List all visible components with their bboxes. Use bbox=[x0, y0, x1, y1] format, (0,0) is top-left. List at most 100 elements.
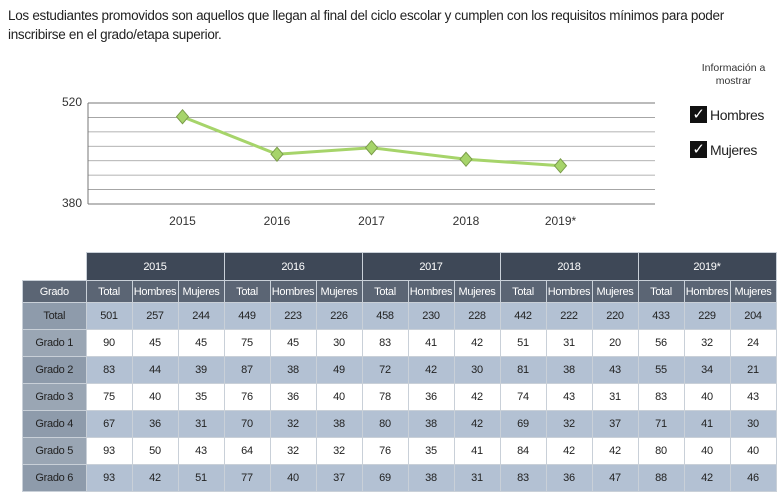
data-table: 2015 2016 2017 2018 2019* Grado Total Hombres Mu… bbox=[22, 252, 777, 492]
cell: 45 bbox=[131, 329, 179, 357]
table-row: Grado 5 93 50 43 64 32 32 76 35 41 84 42 42 80 40 40 bbox=[22, 437, 777, 465]
cell: 35 bbox=[177, 383, 225, 411]
cell: 38 bbox=[407, 464, 455, 492]
cell: 80 bbox=[637, 437, 685, 465]
column-header: Hombres bbox=[407, 280, 455, 303]
cell: 49 bbox=[315, 356, 363, 384]
column-header: Hombres bbox=[683, 280, 731, 303]
cell: 93 bbox=[85, 437, 133, 465]
table-row: Total 501 257 244 449 223 226 458 230 228 442 222 22… bbox=[22, 302, 777, 330]
cell: 83 bbox=[637, 383, 685, 411]
checkbox[interactable]: ✓ bbox=[690, 106, 707, 123]
x-tick-label: 2016 bbox=[264, 214, 291, 228]
cell: 83 bbox=[361, 329, 409, 357]
x-tick-label: 2018 bbox=[453, 214, 480, 228]
y-tick-label: 380 bbox=[62, 196, 82, 210]
cell: 220 bbox=[591, 302, 639, 330]
cell: 78 bbox=[361, 383, 409, 411]
cell: 88 bbox=[637, 464, 685, 492]
cell: 40 bbox=[683, 383, 731, 411]
cell: 42 bbox=[683, 464, 731, 492]
table-row: Grado 2 83 44 39 87 38 49 72 42 30 81 38 43 55 34 21 bbox=[22, 356, 777, 384]
cell: 30 bbox=[729, 410, 777, 438]
cell: 38 bbox=[269, 356, 317, 384]
cell: 41 bbox=[407, 329, 455, 357]
column-header: Mujeres bbox=[591, 280, 639, 303]
chart: 380 520 2015 2016 2017 2018 2019* bbox=[62, 95, 655, 228]
table-row: Grado 1 90 45 45 75 45 30 83 41 42 51 31 20 56 32 24 bbox=[22, 329, 777, 357]
cell: 75 bbox=[223, 329, 271, 357]
option[interactable]: ✓ Hombres bbox=[690, 106, 777, 123]
x-tick-label: 2015 bbox=[169, 214, 196, 228]
cell: 433 bbox=[637, 302, 685, 330]
cell: 43 bbox=[177, 437, 225, 465]
controls: Información a mostrar ✓ Hombres ✓ Mujeres bbox=[690, 62, 777, 158]
year-header: 2018 bbox=[499, 252, 639, 281]
row-label: Grado 6 bbox=[22, 464, 87, 492]
cell: 36 bbox=[407, 383, 455, 411]
cell: 36 bbox=[545, 464, 593, 492]
year-header: 2016 bbox=[223, 252, 363, 281]
row-label: Grado 4 bbox=[22, 410, 87, 438]
checkbox[interactable]: ✓ bbox=[690, 141, 707, 158]
cell: 44 bbox=[131, 356, 179, 384]
option[interactable]: ✓ Mujeres bbox=[690, 141, 777, 158]
cell: 40 bbox=[683, 437, 731, 465]
table-row: Grado 4 67 36 31 70 32 38 80 38 42 69 32 37 71 41 30 bbox=[22, 410, 777, 438]
cell: 71 bbox=[637, 410, 685, 438]
row-label: Grado 2 bbox=[22, 356, 87, 384]
column-header: Total bbox=[361, 280, 409, 303]
column-header: Total bbox=[637, 280, 685, 303]
cell: 42 bbox=[545, 437, 593, 465]
cell: 501 bbox=[85, 302, 133, 330]
cell: 230 bbox=[407, 302, 455, 330]
cell: 45 bbox=[177, 329, 225, 357]
cell: 42 bbox=[453, 383, 501, 411]
cell: 222 bbox=[545, 302, 593, 330]
table-row: Grado 3 75 40 35 76 36 40 78 36 42 74 43 31 83 40 43 bbox=[22, 383, 777, 411]
cell: 42 bbox=[407, 356, 455, 384]
column-header: Grado bbox=[22, 280, 87, 303]
cell: 21 bbox=[729, 356, 777, 384]
intro-text: Los estudiantes promovidos son aquellos … bbox=[8, 8, 724, 42]
cell: 442 bbox=[499, 302, 547, 330]
option-label: Mujeres bbox=[710, 141, 757, 158]
x-tick-label: 2017 bbox=[358, 214, 385, 228]
column-header: Hombres bbox=[545, 280, 593, 303]
cell: 30 bbox=[315, 329, 363, 357]
cell: 20 bbox=[591, 329, 639, 357]
cell: 40 bbox=[315, 383, 363, 411]
cell: 43 bbox=[545, 383, 593, 411]
cell: 32 bbox=[315, 437, 363, 465]
cell: 257 bbox=[131, 302, 179, 330]
cell: 56 bbox=[637, 329, 685, 357]
year-header: 2017 bbox=[361, 252, 501, 281]
cell: 449 bbox=[223, 302, 271, 330]
cell: 51 bbox=[177, 464, 225, 492]
cell: 75 bbox=[85, 383, 133, 411]
cell: 41 bbox=[683, 410, 731, 438]
column-header: Total bbox=[85, 280, 133, 303]
cell: 42 bbox=[131, 464, 179, 492]
cell: 37 bbox=[315, 464, 363, 492]
year-row: 2015 2016 2017 2018 2019* bbox=[22, 252, 777, 281]
cell: 223 bbox=[269, 302, 317, 330]
cell: 32 bbox=[545, 410, 593, 438]
cell: 40 bbox=[131, 383, 179, 411]
cell: 67 bbox=[85, 410, 133, 438]
cell: 38 bbox=[545, 356, 593, 384]
cell: 76 bbox=[223, 383, 271, 411]
cell: 36 bbox=[269, 383, 317, 411]
cell: 90 bbox=[85, 329, 133, 357]
x-tick-label: 2019* bbox=[545, 214, 577, 228]
cell: 229 bbox=[683, 302, 731, 330]
cell: 42 bbox=[591, 437, 639, 465]
cell: 55 bbox=[637, 356, 685, 384]
cell: 74 bbox=[499, 383, 547, 411]
cell: 38 bbox=[315, 410, 363, 438]
column-header: Mujeres bbox=[729, 280, 777, 303]
table-row: Grado 6 93 42 51 77 40 37 69 38 31 83 36 47 88 42 46 bbox=[22, 464, 777, 492]
cell: 24 bbox=[729, 329, 777, 357]
point bbox=[553, 157, 568, 174]
cell: 93 bbox=[85, 464, 133, 492]
